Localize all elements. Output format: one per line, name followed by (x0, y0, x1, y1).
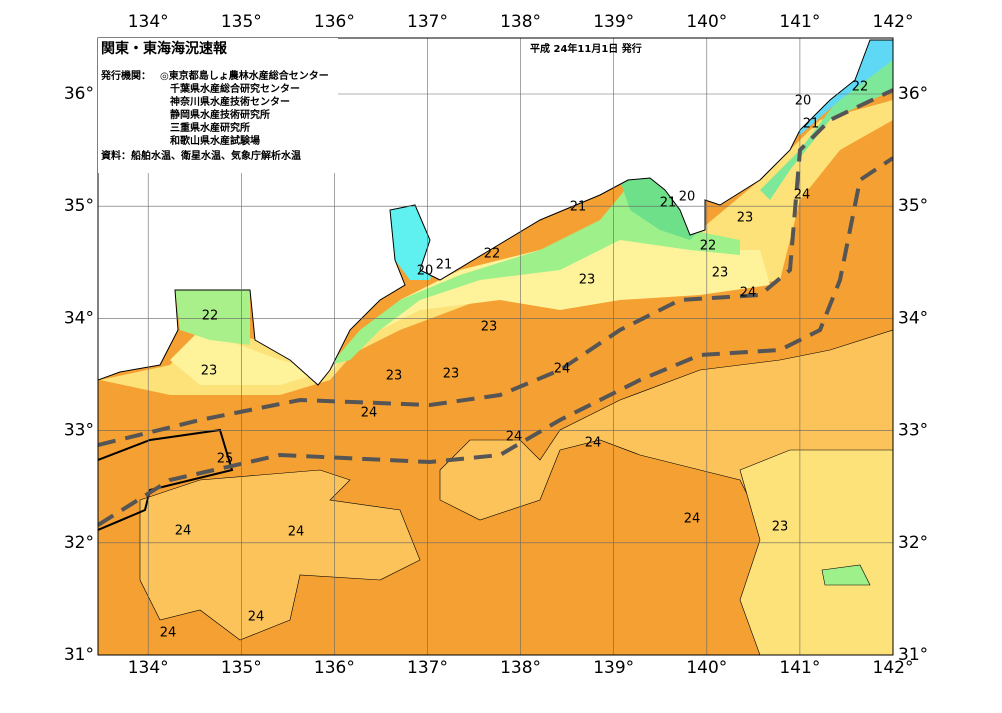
lat-label: 33° (64, 421, 94, 441)
zone-green (620, 175, 700, 240)
lon-label: 135° (221, 12, 262, 32)
contour-label: 23 (579, 273, 596, 288)
lon-label: 136° (314, 12, 355, 32)
source: 資料：船舶水温、衛星水温、気象庁解析水温 (101, 149, 301, 162)
lat-label: 32° (64, 533, 94, 553)
contour-label: 21 (660, 196, 677, 211)
issuer: 和歌山県水産試験場 (169, 134, 260, 147)
lon-label: 138° (500, 658, 541, 678)
contour-label: 21 (803, 117, 820, 132)
lat-label: 33° (898, 421, 928, 441)
zone-green (330, 190, 740, 365)
lat-label: 35° (64, 196, 94, 216)
contour-label: 23 (712, 266, 729, 281)
contour-label: 22 (852, 80, 869, 95)
issuer: 千葉県水産総合研究センター (170, 82, 300, 95)
issuer-label: 発行機関： (100, 69, 151, 82)
issuer: 神奈川県水産技術センター (170, 95, 290, 108)
lon-label: 137° (407, 658, 448, 678)
axis-labels: 134° 134° 135° 135° 136° 136° 137° 137° 138° 138°… (64, 12, 928, 678)
legend-box (98, 38, 338, 173)
zone-pale-yellow (170, 230, 770, 385)
contour-label: 24 (740, 286, 757, 301)
zone-yellow (739, 449, 893, 655)
issuers: ◎東京都島しょ農林水産総合センター千葉県水産総合研究センター神奈川県水産技術セン… (160, 69, 329, 147)
contour-label: 21 (570, 200, 587, 215)
lon-label: 136° (314, 658, 355, 678)
contour-label: 23 (443, 367, 460, 382)
zone-light-orange (139, 469, 421, 641)
contour-label: 23 (386, 369, 403, 384)
issuer: 三重県水産研究所 (170, 121, 250, 134)
zone-green (821, 564, 871, 586)
lon-label: 141° (779, 658, 820, 678)
lat-label: 31° (898, 645, 928, 665)
contour-label: 24 (585, 436, 602, 451)
kuroshio-edge (98, 88, 893, 447)
contour-label: 22 (202, 309, 219, 324)
lon-label: 140° (686, 12, 727, 32)
lon-label: 139° (593, 12, 634, 32)
contour-label: 23 (481, 320, 498, 335)
lon-label: 139° (593, 658, 634, 678)
lon-label: 134° (128, 12, 169, 32)
lat-label: 36° (898, 84, 928, 104)
contour-label: 23 (772, 520, 789, 535)
kuroshio-edge (98, 156, 893, 527)
lon-label: 134° (128, 658, 169, 678)
lat-label: 36° (64, 84, 94, 104)
contour-label: 24 (175, 524, 192, 539)
contour-label: 24 (554, 362, 571, 377)
contour-label: 24 (288, 525, 305, 540)
contour-label: 23 (737, 211, 754, 226)
lat-label: 34° (64, 308, 94, 328)
lon-label: 141° (779, 12, 820, 32)
lat-label: 34° (898, 308, 928, 328)
map-frame (97, 37, 894, 656)
lon-label: 138° (500, 12, 541, 32)
title: 関東・東海海況速報 (101, 40, 228, 57)
contour-label: 22 (700, 239, 717, 254)
lon-label: 142° (873, 658, 914, 678)
lon-label: 140° (686, 658, 727, 678)
date: 平成 24年11月1日 発行 (530, 42, 642, 55)
contour-label: 23 (201, 364, 218, 379)
contour-label: 21 (436, 258, 453, 273)
contour-label: 20 (417, 264, 434, 279)
contour-label: 24 (361, 406, 378, 421)
contour-label: 22 (484, 247, 501, 262)
zone-green (175, 290, 250, 345)
lat-label: 32° (898, 533, 928, 553)
contour-label: 24 (506, 430, 523, 445)
lon-label: 137° (407, 12, 448, 32)
contour-label: 24 (684, 512, 701, 527)
issuer: 静岡県水産技術研究所 (170, 108, 270, 121)
contour-label: 24 (160, 626, 177, 641)
isotherm-line (98, 428, 234, 531)
lon-label: 135° (221, 658, 262, 678)
lat-label: 35° (898, 196, 928, 216)
issuer: ◎東京都島しょ農林水産総合センター (160, 69, 329, 82)
contour-label: 25 (217, 452, 234, 467)
lat-label: 31° (64, 645, 94, 665)
contour-label: 24 (794, 188, 811, 203)
contour-label: 20 (795, 94, 812, 109)
lon-label: 142° (873, 12, 914, 32)
contour-label: 20 (679, 190, 696, 205)
contour-label: 24 (248, 610, 265, 625)
